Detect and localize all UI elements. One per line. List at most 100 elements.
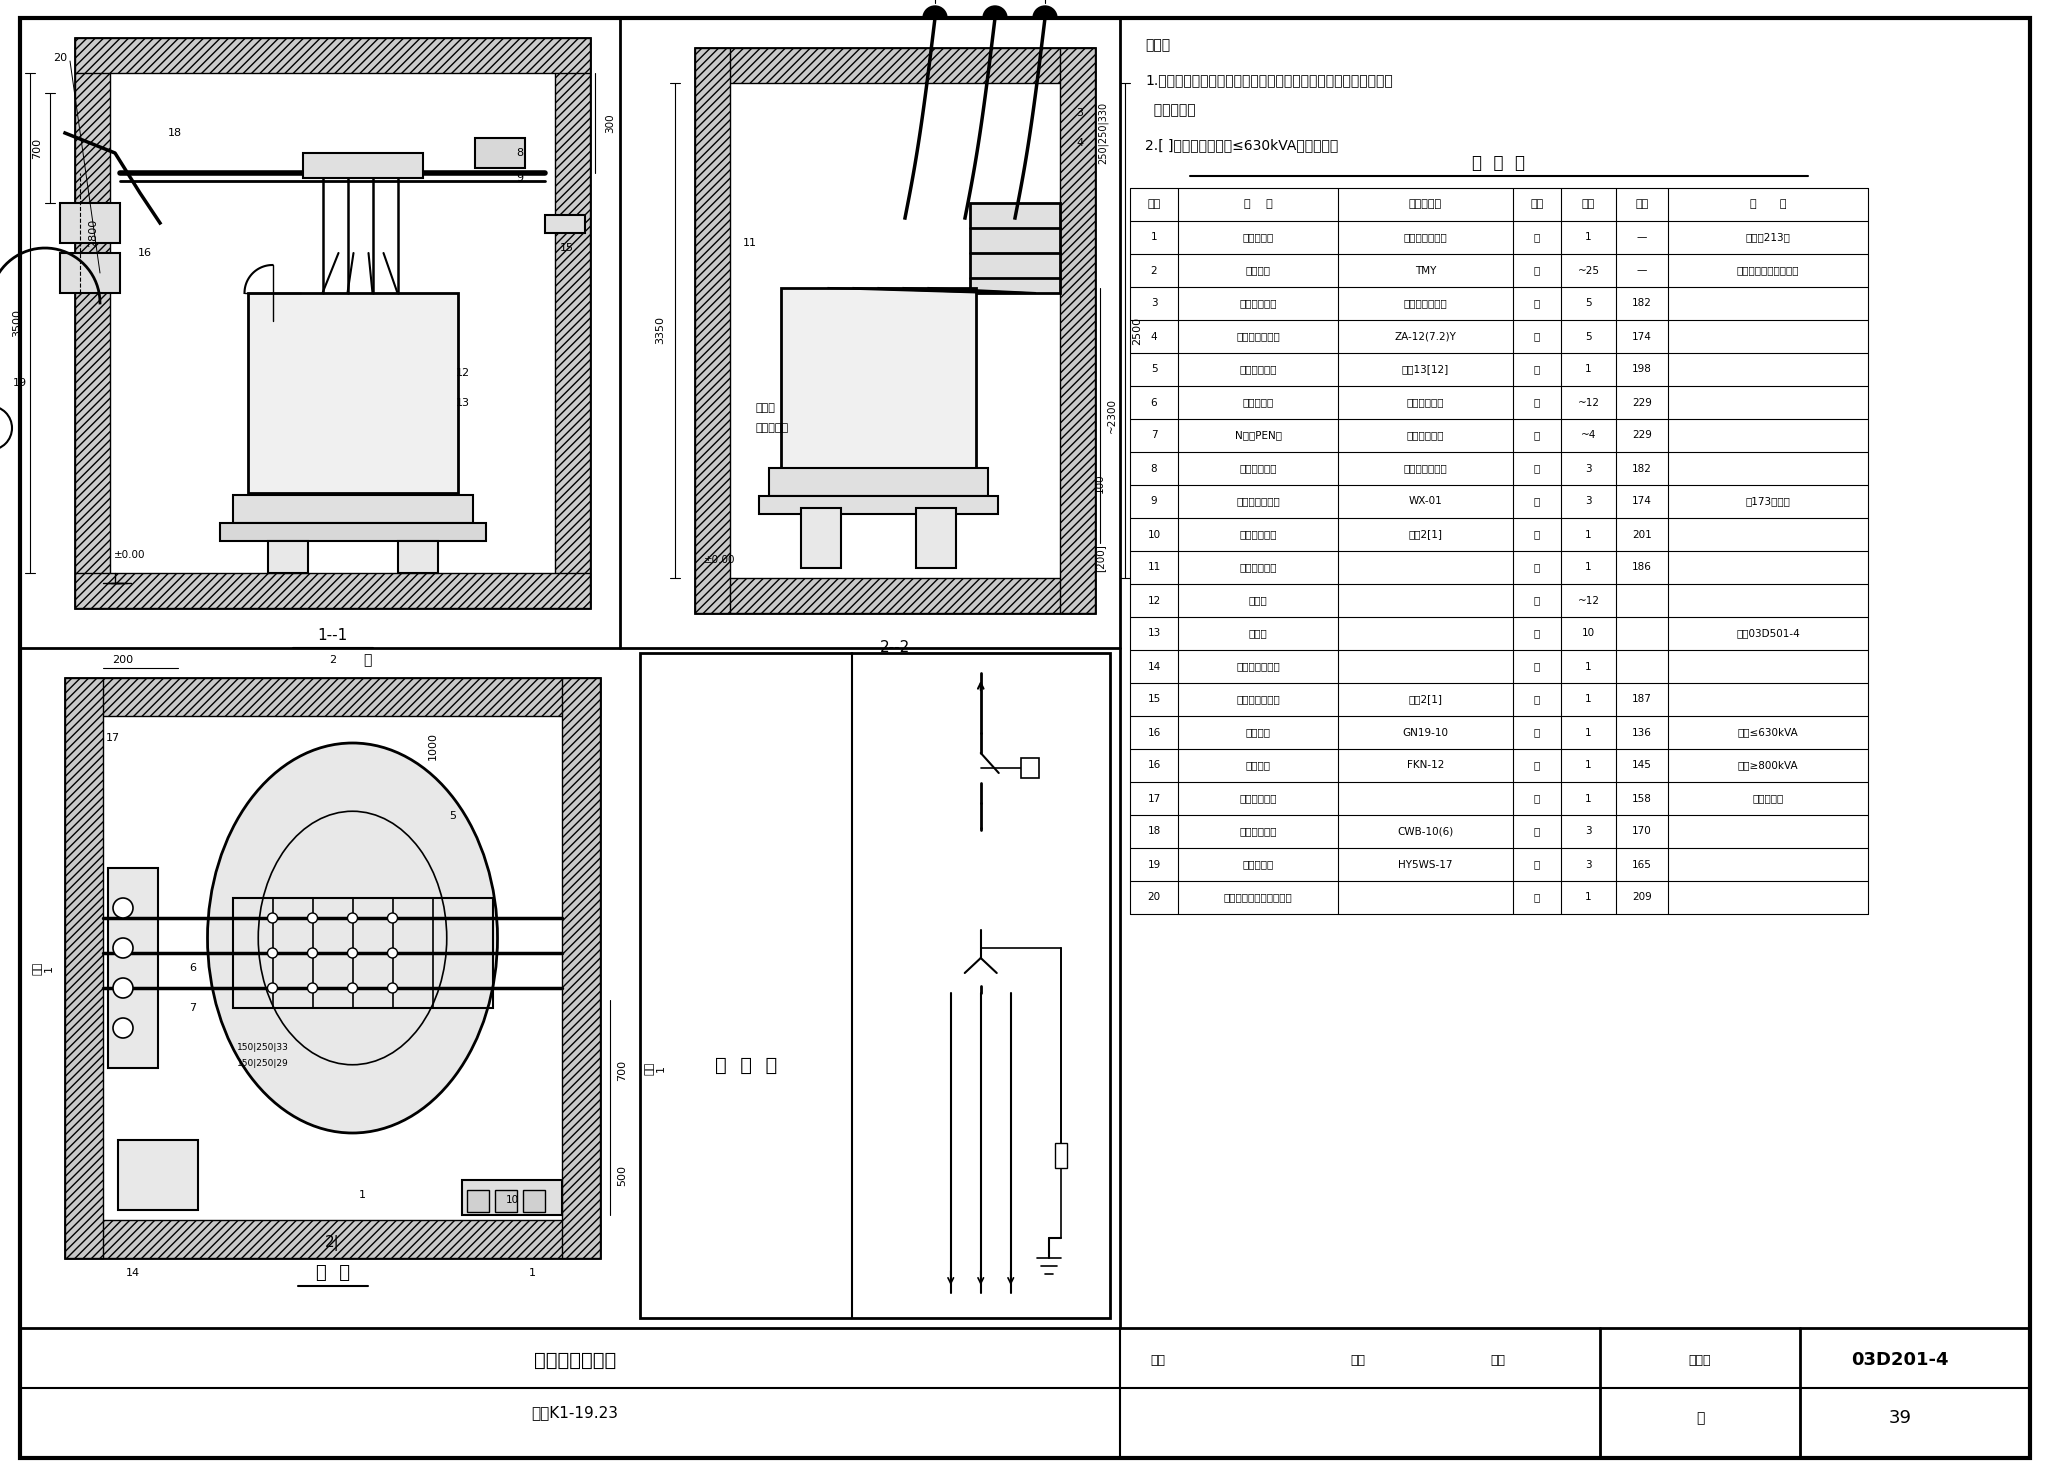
Text: 电力变压器: 电力变压器 [1243, 232, 1274, 242]
Circle shape [113, 899, 133, 918]
Circle shape [268, 983, 276, 993]
Text: 300: 300 [604, 114, 614, 133]
Text: 3: 3 [1585, 860, 1591, 869]
Text: —: — [1636, 266, 1647, 275]
Text: 个: 个 [1534, 662, 1540, 671]
Text: 174: 174 [1632, 497, 1653, 507]
Text: 付: 付 [1534, 299, 1540, 309]
Bar [397, 541, 438, 573]
Circle shape [387, 983, 397, 993]
Text: 9: 9 [1151, 497, 1157, 507]
Text: 187: 187 [1632, 695, 1653, 705]
Circle shape [348, 913, 358, 922]
Text: 主  接  线: 主 接 线 [715, 1055, 776, 1075]
Text: 说明
1: 说明 1 [33, 961, 53, 974]
Text: 见附录（四）: 见附录（四） [1407, 398, 1444, 408]
Bar [76, 573, 590, 607]
Text: 套: 套 [1534, 695, 1540, 705]
Bar [694, 578, 1096, 613]
Bar [463, 1179, 561, 1215]
Text: HY5WS-17: HY5WS-17 [1399, 860, 1452, 869]
Text: ±0.00: ±0.00 [705, 556, 735, 565]
Text: 台: 台 [1534, 794, 1540, 804]
Text: 182: 182 [1632, 464, 1653, 473]
Bar [76, 38, 590, 72]
Text: 见附录（四）: 见附录（四） [1407, 430, 1444, 440]
Text: 型式2[1]: 型式2[1] [1409, 695, 1442, 705]
Bar [801, 508, 842, 568]
Text: 1: 1 [1585, 365, 1591, 374]
Circle shape [975, 748, 985, 758]
Bar [1020, 758, 1038, 777]
Text: 方案K1-19.23: 方案K1-19.23 [532, 1406, 618, 1420]
Text: 1: 1 [1585, 727, 1591, 738]
Bar [268, 541, 307, 573]
Bar [76, 38, 111, 607]
Text: 2: 2 [330, 655, 336, 665]
Text: 1000: 1000 [428, 732, 438, 760]
Text: 6: 6 [1151, 398, 1157, 408]
Text: 用于≤630kVA: 用于≤630kVA [1737, 727, 1798, 738]
Circle shape [268, 947, 276, 958]
Text: ~12: ~12 [1577, 596, 1599, 606]
Text: 型号及规格: 型号及规格 [1409, 200, 1442, 210]
Ellipse shape [207, 743, 498, 1134]
Bar [780, 288, 977, 469]
Text: 手力操动机构: 手力操动机构 [1239, 794, 1276, 804]
Text: 按母线截面确定: 按母线截面确定 [1403, 299, 1448, 309]
Bar [768, 469, 987, 497]
Text: 数量: 数量 [1581, 200, 1595, 210]
Bar [59, 253, 121, 293]
Text: 1: 1 [1585, 794, 1591, 804]
Circle shape [983, 6, 1008, 30]
Text: 个: 个 [1534, 628, 1540, 638]
Text: 1: 1 [1585, 529, 1591, 539]
Text: 台: 台 [1534, 761, 1540, 770]
Text: 审核: 审核 [1151, 1354, 1165, 1367]
Text: 16: 16 [1147, 727, 1161, 738]
Text: 2: 2 [1151, 266, 1157, 275]
Text: 9: 9 [516, 173, 524, 183]
Text: 200: 200 [113, 655, 133, 665]
Text: 米: 米 [1534, 596, 1540, 606]
Text: 由工程设计确定: 由工程设计确定 [1403, 232, 1448, 242]
Text: 1: 1 [1585, 761, 1591, 770]
Text: WX-01: WX-01 [1409, 497, 1442, 507]
Text: 米: 米 [1534, 398, 1540, 408]
Bar [233, 899, 492, 1008]
Text: 备      注: 备 注 [1749, 200, 1786, 210]
Text: 型式13[12]: 型式13[12] [1403, 365, 1450, 374]
Text: FKN-12: FKN-12 [1407, 761, 1444, 770]
Text: 低压母线夹板: 低压母线夹板 [1239, 563, 1276, 572]
Bar [119, 1140, 199, 1210]
Text: —: — [1636, 232, 1647, 242]
Bar [475, 137, 524, 168]
Text: 高压支柱绝缘子: 高压支柱绝缘子 [1237, 331, 1280, 341]
Text: 页次: 页次 [1636, 200, 1649, 210]
Text: 用于≥800kVA: 用于≥800kVA [1737, 761, 1798, 770]
Text: 2--2: 2--2 [881, 640, 909, 656]
Text: 接地线: 接地线 [1249, 596, 1268, 606]
Bar [1061, 47, 1096, 613]
Text: 临时接地接线柱: 临时接地接线柱 [1237, 662, 1280, 671]
Bar [76, 38, 590, 607]
Text: 米: 米 [1534, 266, 1540, 275]
Text: 03D201-4: 03D201-4 [1851, 1351, 1950, 1369]
Bar [555, 38, 590, 607]
Text: ±0.00: ±0.00 [115, 550, 145, 560]
Text: 个: 个 [1534, 529, 1540, 539]
Text: 10: 10 [1147, 529, 1161, 539]
Text: 高压母线: 高压母线 [1245, 266, 1270, 275]
Text: 4: 4 [1151, 331, 1157, 341]
Bar [233, 495, 473, 523]
Text: 明  细  表: 明 细 表 [1473, 154, 1526, 171]
Text: 付: 付 [1534, 563, 1540, 572]
Text: 6: 6 [188, 964, 197, 973]
Text: 2.[ ]内数字用于容量≤630kVA的变压器。: 2.[ ]内数字用于容量≤630kVA的变压器。 [1145, 137, 1337, 152]
Text: [200]: [200] [1096, 544, 1106, 572]
Text: 设计确定。: 设计确定。 [1145, 103, 1196, 117]
Text: 按母线截面确定: 按母线截面确定 [1403, 464, 1448, 473]
Circle shape [975, 777, 985, 788]
Text: 校对: 校对 [1350, 1354, 1366, 1367]
Text: 固定钩: 固定钩 [1249, 628, 1268, 638]
